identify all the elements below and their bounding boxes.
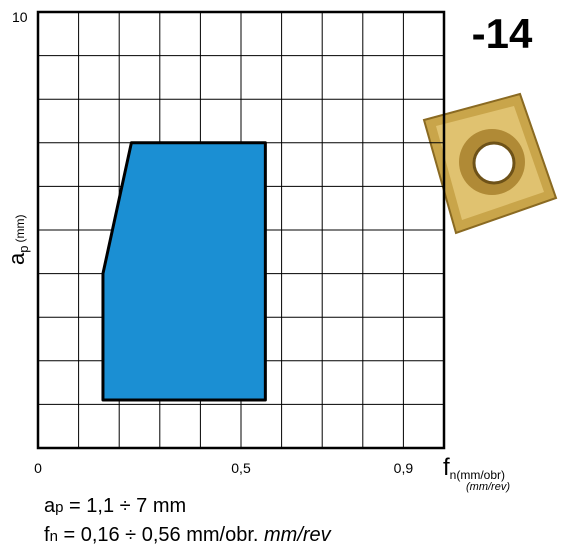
note-1: ap = 1,1 ÷ 7 mm [44, 495, 186, 517]
x-label-symbol: f [443, 454, 450, 481]
y-label-symbol: a [4, 252, 29, 265]
note-sub: p [55, 499, 63, 516]
note-italic: mm/rev [264, 524, 332, 546]
y-tick-label: 10 [12, 9, 28, 25]
x-label-sub: n(mm/obr) [450, 468, 505, 482]
note-symbol: a [44, 495, 56, 517]
x-axis-label-alt: (mm/rev) [466, 481, 510, 493]
x-tick-label: 0,5 [231, 460, 251, 476]
y-axis-label: ap (mm) [4, 215, 31, 265]
note-symbol: f [44, 524, 50, 546]
plot-frame [36, 10, 446, 450]
working-area [101, 141, 267, 402]
chart-title: -14 [472, 10, 533, 57]
y-label-unit: (mm) [13, 215, 27, 243]
y-label-sub: p [16, 246, 31, 253]
x-tick-label: 0 [34, 460, 42, 476]
note-sub: n [50, 528, 58, 545]
x-tick-label: 0,9 [394, 460, 414, 476]
insert-image [422, 92, 558, 235]
note-2: fn = 0,16 ÷ 0,56 mm/obr. mm/rev [44, 524, 332, 546]
note-text: = 1,1 ÷ 7 mm [63, 495, 186, 517]
x-axis-label: fn(mm/obr) [443, 454, 505, 482]
note-text: = 0,16 ÷ 0,56 mm/obr. [58, 524, 264, 546]
